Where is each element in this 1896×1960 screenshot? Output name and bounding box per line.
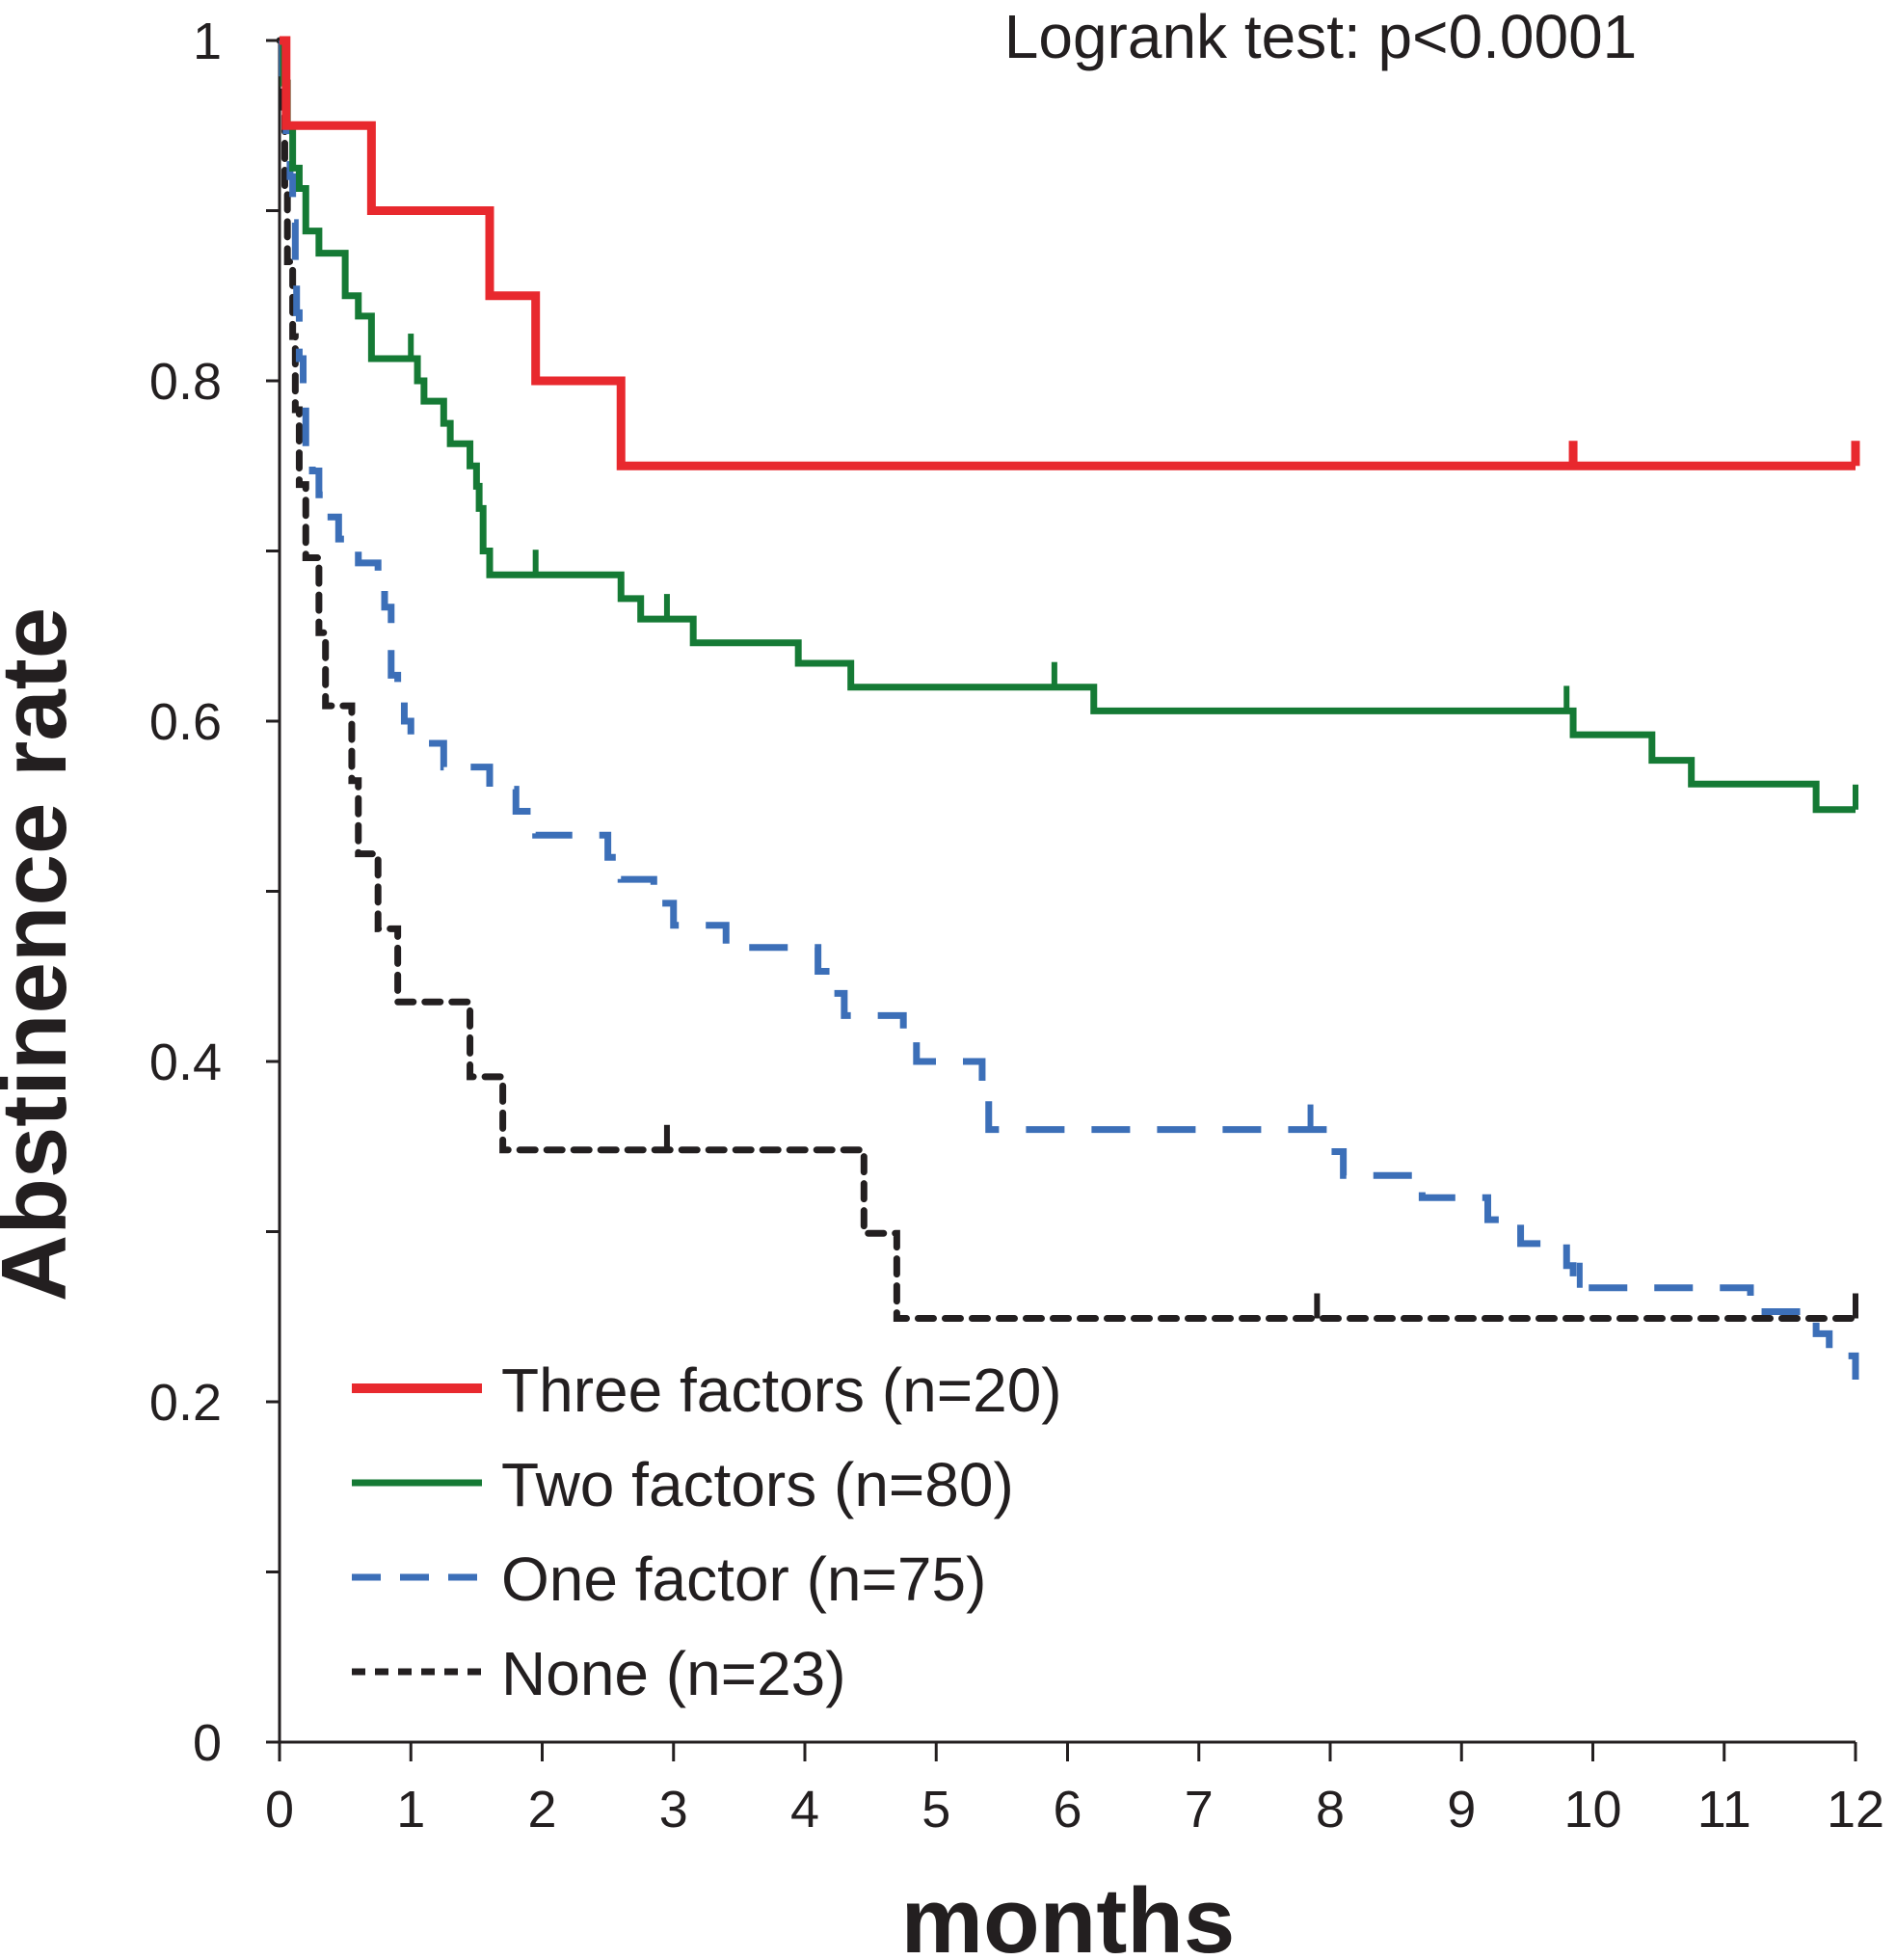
x-tick-label: 1 [396, 1781, 425, 1839]
x-tick-label: 6 [1053, 1781, 1082, 1839]
x-tick-label: 8 [1316, 1781, 1345, 1839]
y-axis-title: Abstinence rate [0, 607, 86, 1302]
x-tick-label: 4 [790, 1781, 819, 1839]
x-tick-label: 7 [1185, 1781, 1214, 1839]
x-tick-label: 9 [1447, 1781, 1476, 1839]
x-tick-label: 10 [1563, 1781, 1621, 1839]
x-tick-label: 12 [1827, 1781, 1884, 1839]
km-step-line [279, 37, 1859, 1381]
km-step-line [276, 37, 1859, 1323]
x-axis-title: months [901, 1869, 1236, 1960]
logrank-annotation: Logrank test: p<0.0001 [1004, 2, 1638, 71]
series-one [279, 37, 1859, 1381]
series-three [280, 36, 1860, 470]
legend-label: Two factors (n=80) [501, 1450, 1014, 1519]
legend-label: Three factors (n=20) [501, 1356, 1062, 1425]
y-tick-label: 1 [193, 13, 222, 70]
legend-label: None (n=23) [501, 1639, 846, 1708]
series-two [280, 37, 1858, 814]
series-layer [276, 36, 1860, 1381]
y-tick-label: 0.8 [149, 353, 222, 411]
x-tick-label: 3 [659, 1781, 688, 1839]
legend: Three factors (n=20) Two factors (n=80) On… [352, 1356, 1062, 1708]
x-tick-label: 2 [527, 1781, 556, 1839]
km-step-line [280, 37, 1856, 814]
axes: 00.20.40.60.810 1 2 3 4 5 6 7 8 9 10 11 12 [149, 13, 1884, 1839]
y-tick-label: 0 [193, 1714, 222, 1772]
series-none [276, 37, 1859, 1323]
y-tick-label: 0.4 [149, 1034, 222, 1091]
x-tick-label: 5 [921, 1781, 950, 1839]
legend-label: One factor (n=75) [501, 1544, 986, 1614]
x-tick-label: 0 [265, 1781, 294, 1839]
y-tick-label: 0.2 [149, 1374, 222, 1432]
y-tick-label: 0.6 [149, 693, 222, 751]
km-step-line [280, 36, 1856, 470]
x-tick-label: 11 [1697, 1781, 1751, 1839]
